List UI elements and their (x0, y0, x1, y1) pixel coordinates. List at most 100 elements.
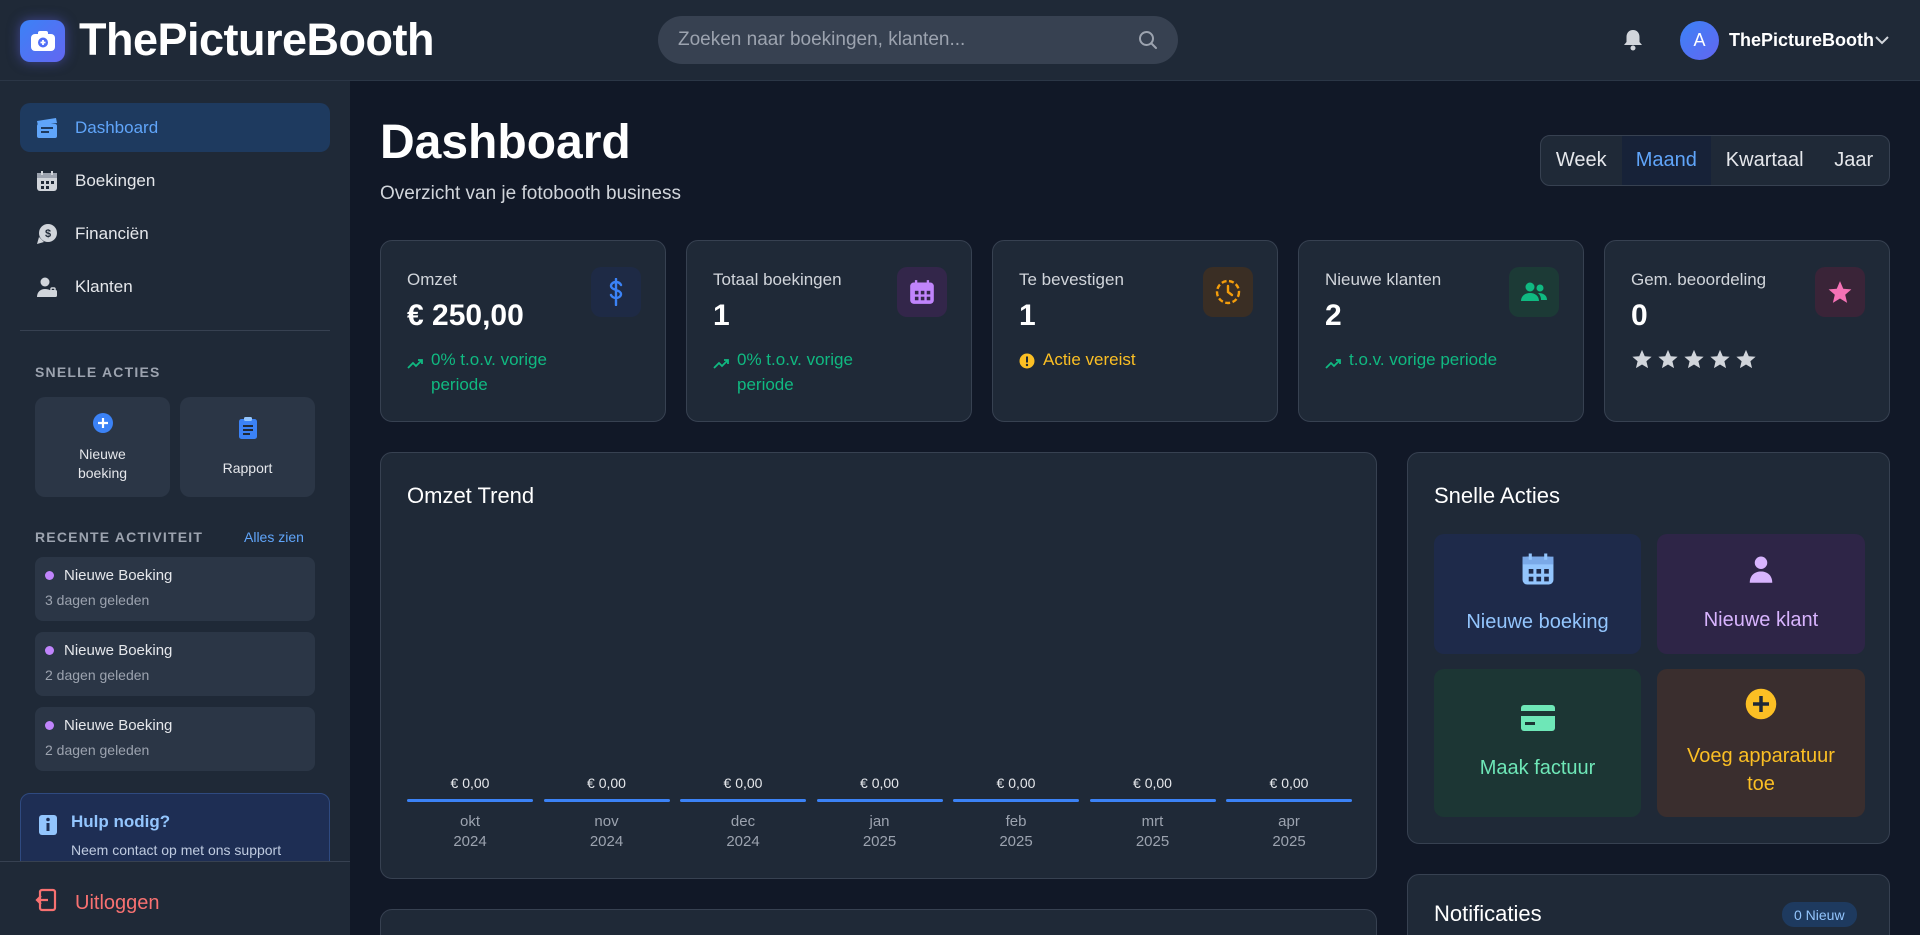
dollar-icon (591, 267, 641, 317)
divider (20, 330, 330, 331)
period-year-button[interactable]: Jaar (1834, 149, 1874, 171)
bottom-panel (380, 909, 1377, 935)
status-dot (45, 571, 54, 580)
quick-report-button[interactable]: Rapport (180, 397, 315, 497)
calendar-icon (1521, 552, 1555, 594)
money-icon: $ (35, 222, 59, 246)
star-icon (1735, 348, 1757, 375)
chart-value-label: € 0,00 (1133, 775, 1172, 791)
sidebar-item-boekingen[interactable]: Boekingen (20, 156, 330, 205)
clock-icon (1203, 267, 1253, 317)
period-week-button[interactable]: Week (1555, 149, 1607, 171)
new-client-label: Nieuwe klant (1703, 609, 1819, 631)
chart-value-label: € 0,00 (587, 775, 626, 791)
stat-note-line1: Actie vereist (1043, 350, 1136, 369)
stat-value: € 250,00 (407, 299, 524, 332)
activity-item[interactable]: Nieuwe Boeking 2 dagen geleden (35, 632, 315, 696)
panel-title: Snelle Acties (1434, 483, 1560, 508)
trending-up-icon (713, 351, 729, 376)
sidebar-item-label: Boekingen (75, 170, 156, 190)
panel-title: Omzet Trend (407, 483, 535, 508)
chart-value-label: € 0,00 (1269, 775, 1309, 791)
chart-bar[interactable] (680, 799, 806, 802)
quick-label: Rapport (222, 460, 273, 476)
add-equipment-button[interactable]: Voeg apparatuur toe (1657, 669, 1865, 817)
avatar[interactable]: A (1680, 21, 1719, 60)
chart-bar[interactable] (1089, 799, 1216, 802)
quick-new-booking-button[interactable]: Nieuwe boeking (35, 397, 170, 497)
credit-card-icon (1520, 704, 1556, 740)
activity-time: 2 dagen geleden (45, 667, 150, 683)
sidebar-item-klanten[interactable]: Klanten (20, 262, 330, 311)
help-title: Hulp nodig? (71, 812, 171, 831)
see-all-link[interactable]: Alles zien (244, 529, 304, 545)
stat-note: 0% t.o.v. vorige periode (713, 347, 933, 397)
activity-item[interactable]: Nieuwe Boeking 3 dagen geleden (35, 557, 315, 621)
stat-card-revenue[interactable]: Omzet € 250,00 0% t.o.v. vorige periode (380, 240, 666, 422)
chart-value-label: € 0,00 (723, 775, 763, 791)
logout-label: Uitloggen (75, 891, 160, 914)
stat-note-line2: periode (737, 375, 794, 394)
plus-circle-icon (92, 412, 114, 439)
activity-title: Nieuwe Boeking (64, 717, 173, 734)
chevron-down-icon[interactable] (1874, 32, 1890, 50)
period-month-button[interactable]: Maand (1621, 136, 1712, 185)
user-icon (1746, 554, 1776, 592)
chart-bar[interactable] (1226, 799, 1352, 802)
search-icon[interactable] (1138, 30, 1158, 50)
new-client-button[interactable]: Nieuwe klant (1657, 534, 1865, 654)
panel-title: Notificaties (1434, 901, 1542, 926)
chart-category-label: mrt 2025 (1135, 813, 1170, 850)
stat-card-bookings[interactable]: Totaal boekingen 1 0% t.o.v. vorige perio… (686, 240, 972, 422)
sidebar-item-financien[interactable]: $ Financiën (20, 209, 330, 258)
stat-card-pending[interactable]: Te bevestigen 1 Actie vereist (992, 240, 1278, 422)
clapperboard-icon (35, 116, 59, 140)
star-icon (1815, 267, 1865, 317)
stat-card-rating[interactable]: Gem. beoordeling 0 (1604, 240, 1890, 422)
revenue-trend-chart: € 0,00 okt 2024 € 0,00 nov 2024 € 0,00 dec 2024 €… (407, 453, 1352, 880)
new-booking-button[interactable]: Nieuwe boeking (1434, 534, 1641, 654)
activity-item[interactable]: Nieuwe Boeking 2 dagen geleden (35, 707, 315, 771)
chart-bar[interactable] (953, 799, 1079, 802)
star-icon (1657, 348, 1679, 375)
quick-actions-panel: Snelle Acties Nieuwe boeking Nieuwe klan… (1407, 452, 1890, 844)
sidebar-item-label: Klanten (75, 276, 133, 296)
plus-circle-icon (1745, 688, 1777, 728)
stat-card-new-clients[interactable]: Nieuwe klanten 2 t.o.v. vorige periode (1298, 240, 1584, 422)
sidebar: Dashboard Boekingen $ Financiën Klanten … (0, 81, 350, 935)
create-invoice-button[interactable]: Maak factuur (1434, 669, 1641, 817)
chart-category-label: nov 2024 (589, 813, 624, 850)
recent-activity-label: RECENTE ACTIVITEIT (35, 529, 204, 545)
stat-note: t.o.v. vorige periode (1325, 347, 1545, 376)
chart-category-label: dec 2024 (726, 813, 760, 850)
activity-time: 2 dagen geleden (45, 742, 150, 758)
user-icon (35, 275, 59, 299)
notifications-badge: 0 Nieuw (1782, 902, 1857, 927)
search-input[interactable] (678, 29, 1138, 51)
calendar-icon (897, 267, 947, 317)
period-quarter-button[interactable]: Kwartaal (1725, 149, 1804, 171)
chart-bar[interactable] (407, 799, 533, 802)
quick-label-line2: boeking (77, 464, 128, 481)
alert-icon (1019, 351, 1035, 376)
bell-icon[interactable] (1622, 28, 1644, 57)
help-box[interactable]: Hulp nodig? Neem contact op met ons supp… (20, 793, 330, 873)
brand-name[interactable]: ThePictureBooth (79, 14, 435, 65)
stat-label: Te bevestigen (1019, 270, 1124, 289)
sidebar-footer: Uitloggen (0, 861, 350, 935)
logout-button[interactable]: Uitloggen (35, 888, 160, 918)
camera-logo-icon[interactable] (20, 20, 65, 62)
add-equipment-label-line1: Voeg apparatuur (1687, 745, 1835, 767)
user-name[interactable]: ThePictureBooth (1729, 30, 1875, 50)
chart-value-label: € 0,00 (996, 775, 1036, 791)
chart-category-label: feb 2025 (999, 813, 1033, 850)
clipboard-icon (237, 416, 259, 445)
search-bar[interactable] (658, 16, 1178, 64)
page-title: Dashboard (380, 116, 631, 169)
sidebar-item-dashboard[interactable]: Dashboard (20, 103, 330, 152)
info-icon (38, 814, 58, 841)
calendar-icon (35, 169, 59, 193)
chart-bar[interactable] (543, 799, 670, 802)
chart-bar[interactable] (816, 799, 943, 802)
sidebar-item-label: Dashboard (75, 117, 159, 137)
